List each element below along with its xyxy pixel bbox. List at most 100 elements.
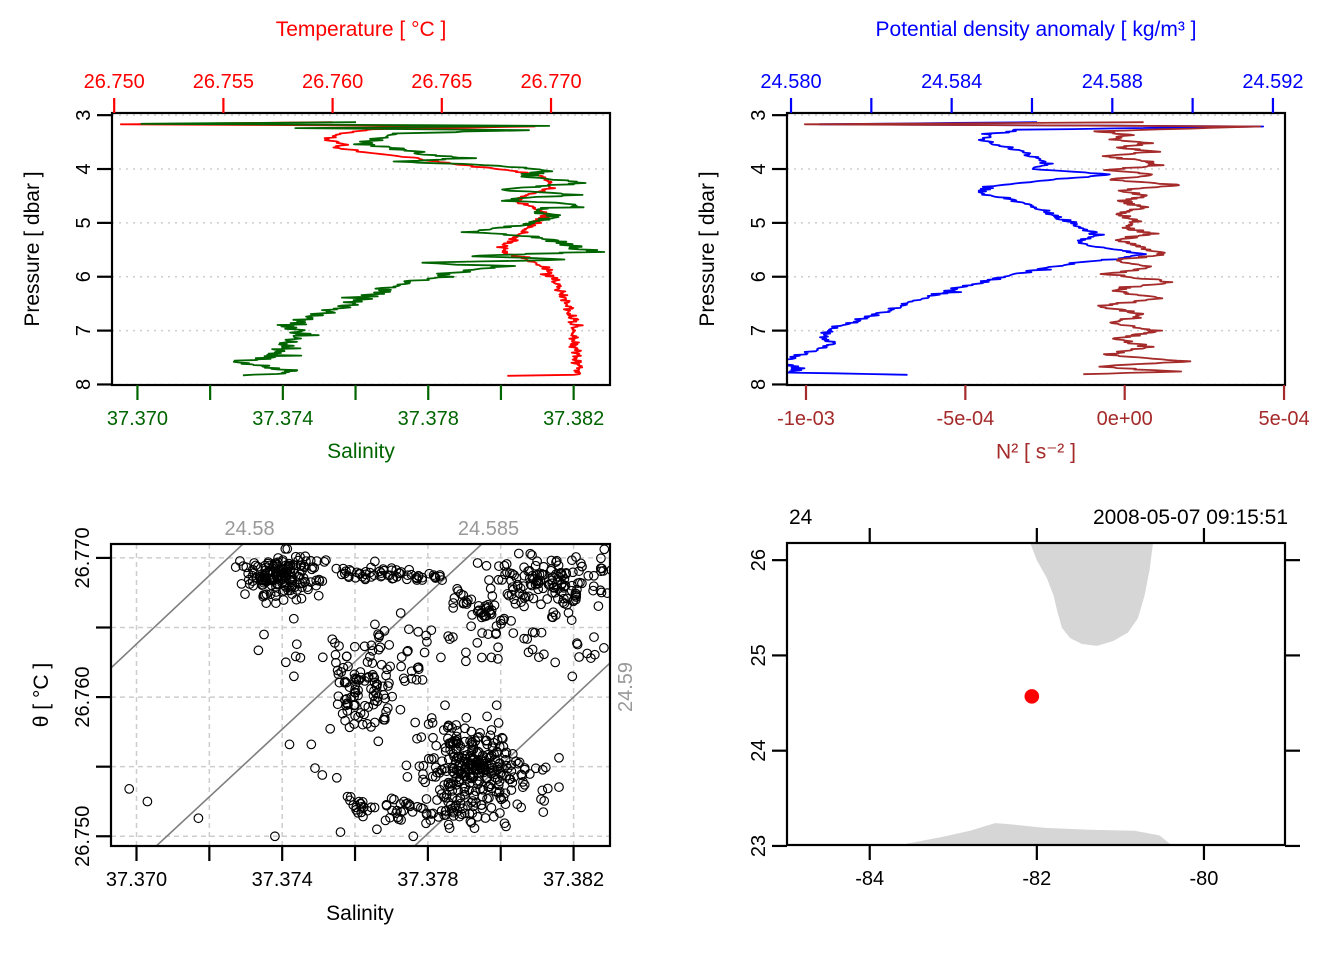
scatter-point	[506, 589, 517, 600]
scatter-point	[271, 598, 281, 608]
scatter-point	[287, 581, 298, 591]
scatter-point	[513, 758, 523, 769]
scatter-point	[542, 594, 553, 604]
scatter-point	[403, 645, 413, 656]
scatter-point	[425, 815, 436, 825]
tick-label: 26.760	[72, 667, 94, 728]
scatter-point	[467, 808, 478, 819]
scatter-point	[444, 738, 455, 749]
scatter-point	[500, 569, 510, 580]
scatter-point	[360, 569, 371, 580]
scatter-point	[406, 673, 417, 684]
scatter-point	[336, 569, 347, 580]
scatter-point	[452, 583, 463, 594]
scatter-point	[346, 566, 356, 576]
scatter-point	[470, 786, 481, 797]
scatter-point	[536, 794, 546, 805]
scatter-point	[373, 736, 384, 747]
scatter-point	[356, 672, 366, 683]
scatter-point	[350, 572, 361, 583]
scatter-point	[341, 651, 352, 662]
scatter-point	[514, 757, 525, 768]
scatter-point	[613, 571, 622, 580]
scatter-point	[466, 621, 476, 632]
scatter-point	[381, 800, 392, 811]
temperature-axis-title: Temperature [ °C ]	[275, 18, 447, 41]
scatter-point	[350, 680, 361, 690]
scatter-point	[417, 675, 428, 685]
scatter-point	[290, 651, 301, 662]
scatter-point	[487, 591, 498, 601]
scatter-point	[465, 759, 475, 770]
scatter-point	[363, 671, 374, 682]
scatter-point	[424, 568, 435, 579]
scatter-point	[480, 813, 491, 823]
scatter-point	[275, 567, 286, 578]
tick-label: 4	[748, 163, 770, 174]
tick-label: 26.750	[84, 71, 145, 93]
scatter-point	[443, 819, 454, 830]
plot-frame	[109, 542, 612, 848]
scatter-point	[314, 576, 325, 586]
scatter-point	[548, 607, 559, 618]
scatter-point	[477, 628, 487, 638]
scatter-point	[588, 585, 598, 596]
scatter-point	[374, 566, 385, 577]
scatter-point	[398, 805, 409, 816]
scatter-point	[539, 649, 549, 660]
scatter-point	[490, 629, 501, 640]
scatter-point	[466, 797, 477, 808]
scatter-point	[395, 608, 406, 618]
scatter-point	[418, 774, 428, 785]
scatter-point	[284, 739, 295, 750]
scatter-point	[506, 616, 516, 626]
scatter-point	[550, 587, 561, 598]
tick-label: 37.382	[543, 408, 604, 430]
tick-label: 3	[73, 110, 95, 121]
scatter-point	[411, 674, 422, 685]
scatter-point	[440, 810, 451, 820]
scatter-point	[471, 759, 482, 769]
scatter-point	[554, 782, 564, 792]
scatter-point	[319, 557, 330, 567]
scatter-point	[500, 788, 511, 799]
tick-label: 37.370	[107, 408, 168, 430]
station-number-label: 24	[789, 506, 813, 529]
scatter-point	[333, 669, 344, 680]
scatter-point	[422, 636, 432, 647]
scatter-point	[396, 661, 406, 672]
tick-label: 25	[748, 644, 770, 666]
tick-label: 0e+00	[1097, 408, 1153, 430]
scatter-point	[513, 548, 524, 559]
scatter-point	[291, 594, 302, 605]
scatter-point	[536, 568, 547, 579]
scatter-point	[493, 574, 504, 585]
scatter-point	[270, 558, 280, 569]
scatter-point	[375, 642, 386, 653]
scatter-point	[535, 575, 546, 586]
scatter-point	[519, 779, 530, 790]
tick-label: 3	[748, 110, 770, 121]
scatter-point	[286, 582, 297, 593]
scatter-point	[383, 681, 393, 691]
scatter-point	[325, 723, 336, 734]
scatter-point	[518, 782, 528, 793]
scatter-point	[354, 796, 364, 807]
scatter-point	[567, 555, 577, 566]
scatter-point	[519, 633, 529, 644]
scatter-point	[395, 704, 406, 715]
scatter-point	[559, 574, 570, 584]
scatter-point	[527, 644, 538, 655]
scatter-point	[501, 559, 512, 569]
scatter-point	[626, 641, 635, 650]
isopycnal-line	[112, 545, 244, 669]
scatter-point	[264, 560, 275, 571]
scatter-point	[379, 565, 389, 576]
tick-label: 5	[748, 217, 770, 228]
scatter-point	[518, 581, 529, 591]
scatter-point	[391, 565, 402, 575]
scatter-point	[453, 752, 463, 762]
scatter-point	[478, 784, 488, 795]
